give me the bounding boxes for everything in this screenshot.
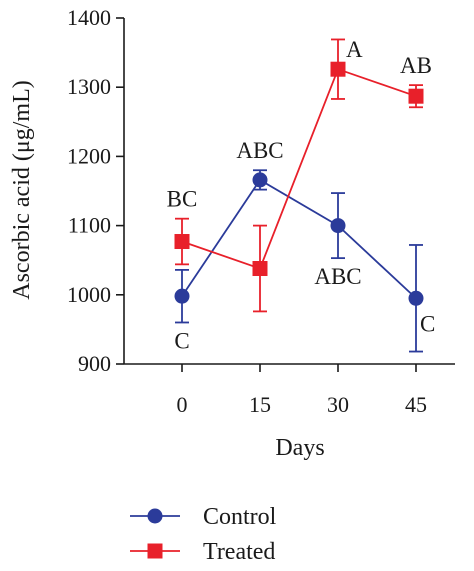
significance-label: C: [174, 328, 189, 353]
data-point-control: [252, 172, 268, 188]
x-tick-label: 45: [405, 392, 427, 417]
y-tick-label: 1300: [67, 74, 111, 99]
legend-marker: [147, 508, 163, 524]
significance-label: ABC: [236, 138, 283, 163]
significance-label: A: [346, 37, 363, 62]
annotation-layer: C ABC ABC C BC A AB: [167, 37, 436, 353]
significance-label: AB: [400, 53, 432, 78]
data-point-treated: [252, 261, 268, 277]
data-point-treated: [174, 234, 190, 250]
series-control: [174, 169, 424, 353]
x-tick-label: 15: [249, 392, 271, 417]
data-point-control: [408, 290, 424, 306]
x-tick-label: 30: [327, 392, 349, 417]
y-tick-label: 1000: [67, 282, 111, 307]
legend-item-control: Control: [130, 504, 277, 530]
data-point-control: [330, 218, 346, 234]
data-point-control: [174, 288, 190, 304]
x-tick-label: 0: [177, 392, 188, 417]
legend-label: Control: [203, 504, 277, 530]
series-treated: [174, 38, 424, 313]
significance-label: C: [420, 311, 435, 336]
significance-label: ABC: [314, 264, 361, 289]
y-tick-label: 1200: [67, 143, 111, 168]
axes: 900 1000 1100 1200 1300 1400 0 15 30 45: [67, 5, 455, 417]
legend-label: Treated: [203, 539, 275, 565]
legend-marker: [147, 543, 163, 559]
legend: Control Treated: [130, 504, 277, 565]
significance-label: BC: [167, 187, 198, 212]
y-axis-label: Ascorbic acid (μg/mL): [9, 80, 35, 299]
series-line-treated: [181, 68, 417, 270]
series-line-control: [181, 178, 417, 299]
y-tick-label: 1400: [67, 5, 111, 30]
legend-item-treated: Treated: [130, 539, 275, 565]
data-point-treated: [330, 61, 346, 77]
x-axis-label: Days: [275, 435, 324, 461]
series-layer: [174, 38, 424, 353]
y-tick-label: 900: [78, 351, 111, 376]
data-point-treated: [408, 88, 424, 104]
y-tick-label: 1100: [68, 213, 111, 238]
